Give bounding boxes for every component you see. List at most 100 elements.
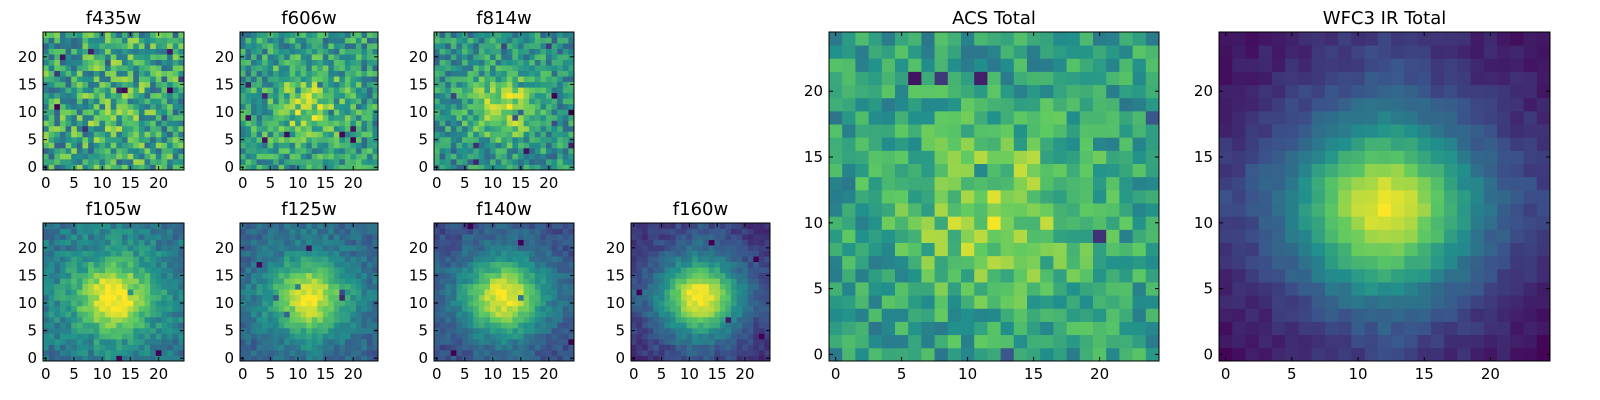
heatmap-cell [105, 234, 112, 240]
heatmap-cell [110, 322, 117, 329]
heatmap-cell [88, 234, 95, 240]
heatmap-cell [764, 267, 771, 274]
heatmap-cell [540, 256, 547, 263]
heatmap-cell [361, 120, 368, 127]
heatmap-cell [93, 261, 100, 268]
heatmap-cell [54, 76, 61, 83]
heatmap-cell [562, 87, 569, 94]
heatmap-cell [546, 131, 552, 138]
heatmap-cell [289, 54, 296, 60]
heatmap-cell [110, 338, 117, 345]
heatmap-cell [54, 109, 61, 116]
heatmap-cell [267, 272, 274, 279]
heatmap-cell [947, 163, 962, 178]
heatmap-cell [317, 109, 324, 116]
heatmap-cell [714, 234, 721, 240]
heatmap-cell [512, 59, 519, 66]
heatmap-cell [295, 158, 302, 165]
heatmap-cell [501, 333, 508, 340]
heatmap-cell [273, 239, 280, 246]
heatmap-cell [557, 43, 564, 49]
heatmap-cell [568, 250, 575, 257]
heatmap-cell [562, 294, 569, 301]
heatmap-cell [562, 164, 569, 171]
heatmap-cell [647, 245, 654, 251]
heatmap-cell [523, 294, 530, 301]
heatmap-cell [65, 228, 72, 235]
heatmap-cell [322, 98, 329, 105]
heatmap-cell [562, 65, 569, 72]
heatmap-cell [987, 189, 1001, 204]
heatmap-cell [534, 338, 541, 345]
heatmap-cell [512, 136, 519, 143]
heatmap-cell [65, 153, 72, 160]
heatmap-cell [366, 256, 373, 263]
heatmap-cell [65, 147, 72, 154]
heatmap-cell [311, 223, 318, 229]
heatmap-cell [456, 98, 463, 105]
heatmap-cell [355, 54, 362, 60]
heatmap-cell [306, 289, 313, 296]
heatmap-cell [681, 267, 687, 274]
heatmap-cell [256, 65, 263, 72]
heatmap-cell [681, 239, 687, 246]
heatmap-cell [267, 87, 274, 94]
heatmap-cell [908, 163, 922, 178]
heatmap-cell [88, 267, 95, 274]
heatmap-cell [278, 92, 285, 99]
y-tick-label: 20 [215, 48, 234, 66]
heatmap-cell [568, 125, 575, 132]
heatmap-cell [523, 76, 530, 83]
heatmap-cell [445, 300, 452, 307]
heatmap-cell [88, 245, 95, 251]
heatmap-cell [895, 176, 909, 191]
heatmap-cell [278, 59, 285, 66]
heatmap-cell [295, 43, 302, 49]
heatmap-cell [138, 147, 145, 154]
heatmap-cell [653, 316, 660, 323]
heatmap-cell [462, 322, 468, 329]
heatmap-cell [361, 76, 368, 83]
heatmap-cell [868, 255, 883, 270]
heatmap-cell [262, 289, 268, 296]
heatmap-cell [65, 349, 72, 356]
heatmap-cell [333, 289, 340, 296]
heatmap-cell [328, 87, 335, 94]
heatmap-cell [512, 322, 519, 329]
heatmap-cell [138, 300, 145, 307]
heatmap-cell [1132, 268, 1147, 283]
heatmap-cell [138, 349, 145, 356]
heatmap-cell [245, 147, 252, 154]
heatmap-cell [76, 98, 83, 105]
heatmap-cell [523, 239, 530, 246]
heatmap-cell [478, 250, 485, 257]
heatmap-cell [311, 48, 318, 55]
heatmap-cell [546, 158, 552, 165]
heatmap-cell [317, 305, 324, 312]
heatmap-cell [144, 153, 151, 160]
heatmap-cell [675, 322, 682, 329]
heatmap-cell [664, 267, 671, 274]
heatmap-cell [764, 228, 771, 235]
heatmap-cell [664, 278, 671, 285]
heatmap-cell [350, 92, 357, 99]
heatmap-cell [333, 261, 340, 268]
heatmap-cell [311, 278, 318, 285]
heatmap-cell [167, 349, 174, 356]
heatmap-cell [518, 103, 524, 110]
heatmap-cell [144, 37, 151, 44]
heatmap-cell [48, 158, 55, 165]
heatmap-cell [93, 147, 100, 154]
heatmap-cell [355, 158, 362, 165]
heatmap-cell [490, 228, 496, 235]
heatmap-cell [245, 98, 252, 105]
heatmap-cell [669, 300, 676, 307]
heatmap-cell [138, 267, 145, 274]
heatmap-cell [439, 267, 446, 274]
heatmap-cell [245, 278, 252, 285]
heatmap-cell [568, 294, 575, 301]
heatmap-cell [76, 32, 83, 38]
heatmap-cell [344, 344, 351, 351]
heatmap-cell [59, 109, 66, 116]
heatmap-cell [484, 311, 491, 318]
